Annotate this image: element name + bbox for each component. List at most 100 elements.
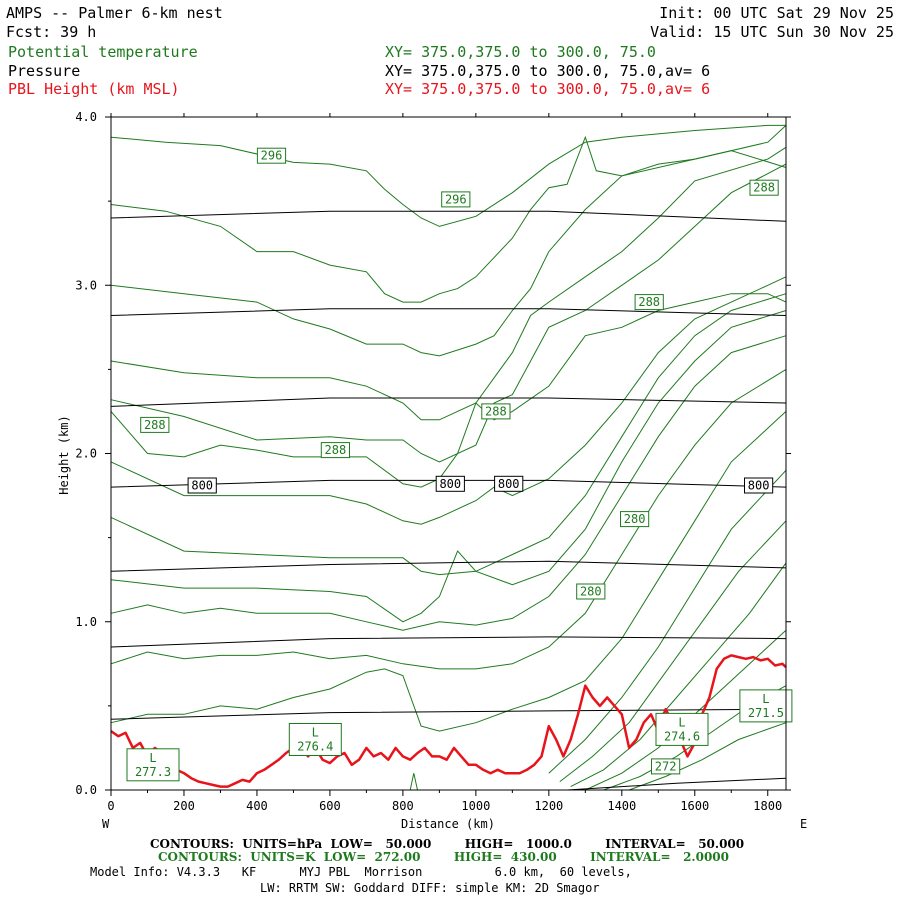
low-center-letter: L <box>678 715 685 729</box>
theta-contour <box>559 520 787 782</box>
theta-contour <box>570 562 787 788</box>
pressure-contour-750 <box>110 397 787 407</box>
theta-label-box <box>634 294 664 311</box>
low-center-letter: L <box>149 751 156 765</box>
xy-pressure: XY= 375.0,375.0 to 300.0, 75.0,av= 6 <box>385 62 710 80</box>
west-label: W <box>102 817 110 831</box>
pressure-contour-600 <box>110 210 787 222</box>
init-time: Init: 00 UTC Sat 29 Nov 25 <box>659 4 894 22</box>
x-tick-label: 800 <box>392 799 414 813</box>
contour-labels: 296 296 288 288 288 288 288 280 280 272 800 800 800 8… <box>126 147 793 782</box>
theta-contour <box>110 368 787 670</box>
y-tick-label: 1.0 <box>75 615 97 629</box>
low-center-letter: L <box>312 726 319 740</box>
theta-contour <box>628 722 787 791</box>
theta-label-box <box>651 758 681 775</box>
theta-contour <box>409 773 418 791</box>
pressure-label: 800 <box>439 477 461 491</box>
theta-label-box <box>749 179 779 196</box>
footer-physics-info: LW: RRTM SW: Goddard DIFF: simple KM: 2D… <box>260 881 600 895</box>
x-axis-label: Distance (km) <box>401 817 495 831</box>
pressure-contour-700 <box>110 308 787 316</box>
theta-label: 296 <box>445 192 467 206</box>
model-title: AMPS -- Palmer 6-km nest <box>6 4 223 22</box>
theta-label: 288 <box>485 404 507 418</box>
pressure-contour-1000 <box>567 777 787 791</box>
theta-label: 296 <box>261 149 283 163</box>
theta-label-box <box>441 191 471 208</box>
field-pbl-label: PBL Height (km MSL) <box>8 80 180 98</box>
theta-contour <box>110 335 787 631</box>
theta-contour <box>110 125 787 303</box>
theta-contour <box>110 411 787 732</box>
low-center-value: 271.5 <box>748 706 784 720</box>
low-center-box <box>655 712 709 746</box>
east-label: E <box>800 817 807 831</box>
pressure-label-box <box>435 475 465 492</box>
theta-contour <box>110 293 787 488</box>
y-axis-label: Height (km) <box>57 415 71 494</box>
forecast-hour: Fcst: 39 h <box>6 23 96 41</box>
x-tick-label: 1600 <box>680 799 709 813</box>
theta-label: 288 <box>144 418 166 432</box>
x-tick-label: 600 <box>319 799 341 813</box>
theta-contours <box>110 124 787 791</box>
low-center-letter: L <box>762 692 769 706</box>
x-tick-label: 1200 <box>534 799 563 813</box>
xy-theta: XY= 375.0,375.0 to 300.0, 75.0 <box>385 43 656 61</box>
valid-time: Valid: 15 UTC Sun 30 Nov 25 <box>650 23 894 41</box>
theta-label: 288 <box>638 295 660 309</box>
header: AMPS -- Palmer 6-km nest Fcst: 39 h Init… <box>6 4 894 98</box>
theta-contour <box>110 150 787 357</box>
theta-contour <box>110 276 787 525</box>
theta-contour <box>548 469 787 774</box>
xy-pbl: XY= 375.0,375.0 to 300.0, 75.0,av= 6 <box>385 80 710 98</box>
theta-label-box <box>256 147 287 164</box>
pressure-label: 800 <box>498 477 520 491</box>
theta-label: 272 <box>655 759 677 773</box>
low-center-box <box>288 723 342 756</box>
theta-label-box <box>140 416 170 433</box>
pressure-contour-900 <box>110 636 787 648</box>
low-center-value: 277.3 <box>135 765 171 779</box>
pressure-contour-850 <box>110 560 787 572</box>
pressure-contours <box>110 210 787 791</box>
pressure-label: 800 <box>748 479 770 493</box>
low-center-box <box>739 689 793 723</box>
low-center-box <box>126 748 180 782</box>
theta-label-box <box>481 403 511 420</box>
x-tick-label: 1800 <box>753 799 782 813</box>
low-center-value: 274.6 <box>664 729 700 743</box>
y-tick-label: 2.0 <box>75 447 97 461</box>
low-center-value: 276.4 <box>297 740 333 754</box>
y-tick-label: 0.0 <box>75 783 97 797</box>
theta-contour <box>110 310 787 623</box>
plot-area <box>111 117 786 790</box>
theta-label: 288 <box>325 443 347 457</box>
pressure-label: 800 <box>191 479 213 493</box>
footer: CONTOURS: UNITS=hPa LOW= 50.000 HIGH= 10… <box>90 837 744 895</box>
theta-label: 288 <box>753 181 775 195</box>
x-tick-label: 0 <box>107 799 114 813</box>
footer-model-info: Model Info: V4.3.3 KF MYJ PBL Morrison 6… <box>90 865 632 879</box>
field-pressure-label: Pressure <box>8 62 80 80</box>
x-tick-label: 1000 <box>461 799 490 813</box>
footer-pressure-contours: CONTOURS: UNITS=hPa LOW= 50.000 HIGH= 10… <box>150 837 744 851</box>
field-theta-label: Potential temperature <box>8 43 198 61</box>
theta-contour <box>110 146 787 421</box>
theta-label: 280 <box>580 585 602 599</box>
pressure-label-box <box>744 477 774 494</box>
axes: 0 200 400 600 800 1000 1200 1400 1600 1800 0.0 1.0 2… <box>75 110 791 813</box>
theta-contour <box>110 163 787 463</box>
theta-label-box <box>620 511 650 528</box>
pressure-label-box <box>494 475 524 492</box>
x-tick-label: 200 <box>173 799 195 813</box>
theta-label-box <box>576 583 606 600</box>
theta-label-box <box>320 442 350 459</box>
footer-theta-contours: CONTOURS: UNITS=K LOW= 272.00 HIGH= 430.… <box>158 850 729 864</box>
pressure-label-box <box>187 477 217 494</box>
y-tick-label: 3.0 <box>75 278 97 292</box>
x-tick-label: 1400 <box>607 799 636 813</box>
x-tick-label: 400 <box>246 799 268 813</box>
